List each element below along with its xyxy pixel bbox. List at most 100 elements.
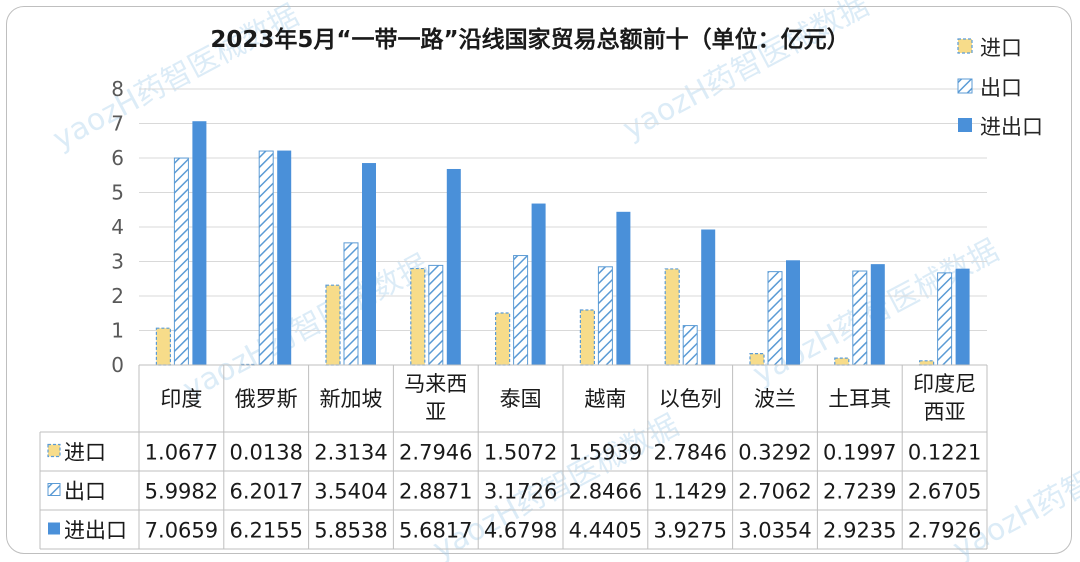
table-cell: 3.9275 <box>653 519 726 543</box>
chart-frame <box>6 6 1072 554</box>
legend-label: 出口 <box>980 76 1022 100</box>
x-category-label: 印度 <box>160 387 202 411</box>
bar-import <box>918 360 935 366</box>
bar-total <box>616 211 631 365</box>
bar-import <box>325 284 341 366</box>
bar-export <box>852 270 868 366</box>
watermark-text: yaozH药智医械数据 <box>47 0 304 157</box>
bar-total <box>362 163 376 365</box>
bar-import <box>834 357 850 366</box>
y-tick-label: 6 <box>111 146 124 170</box>
chart-title: 2023年5月“一带一路”沿线国家贸易总额前十（单位：亿元） <box>210 26 849 53</box>
table-row-swatch <box>48 522 60 535</box>
y-tick-label: 5 <box>111 181 124 205</box>
bar-import <box>495 312 511 366</box>
table-row-swatch <box>47 443 61 458</box>
table-cell: 6.2017 <box>229 480 302 504</box>
bar-import <box>664 268 680 366</box>
y-tick-label: 7 <box>111 112 124 136</box>
table-cell: 3.0354 <box>738 519 811 543</box>
bar-export <box>428 264 444 366</box>
watermark-text: yaozH药智医械数据 <box>177 248 434 407</box>
bar-total <box>701 229 716 365</box>
table-cell: 1.1429 <box>653 480 726 504</box>
x-category-label: 俄罗斯 <box>235 387 298 411</box>
table-cell: 3.1726 <box>484 480 557 504</box>
x-category-label: 土耳其 <box>828 387 891 411</box>
legend-swatch <box>958 118 972 132</box>
bar-export <box>173 157 189 366</box>
bar-import <box>155 327 171 366</box>
watermark-text: yaozH药智医械数据 <box>617 0 874 147</box>
table-cell: 5.8538 <box>314 519 387 543</box>
bar-total <box>192 121 207 366</box>
y-tick-label: 2 <box>111 284 124 308</box>
table-cell: 2.7239 <box>823 480 896 504</box>
table-row-label: 进出口 <box>64 519 127 543</box>
y-tick-label: 8 <box>111 77 124 101</box>
x-category-label: 亚 <box>425 400 446 424</box>
bar-import <box>579 309 596 366</box>
x-category-label: 波兰 <box>754 387 796 411</box>
bar-total <box>277 150 292 365</box>
bar-import <box>410 267 426 366</box>
bar-export <box>258 150 274 366</box>
table-cell: 1.0677 <box>145 441 218 465</box>
table-cell: 0.0138 <box>229 441 302 465</box>
y-tick-label: 1 <box>111 319 124 343</box>
bar-total <box>786 260 800 365</box>
legend-swatch <box>957 78 973 94</box>
table-cell: 2.3134 <box>314 441 387 465</box>
legend-label: 进出口 <box>980 115 1043 139</box>
legend-swatch <box>957 38 973 54</box>
bar-total <box>870 264 885 365</box>
table-cell: 1.5939 <box>569 441 642 465</box>
y-tick-label: 0 <box>111 353 124 377</box>
bar-export <box>597 266 613 366</box>
table-row-swatch <box>47 483 61 496</box>
table-cell: 7.0659 <box>145 519 218 543</box>
bar-export <box>767 271 783 366</box>
legend-label: 进口 <box>980 36 1022 60</box>
bar-export <box>513 255 529 366</box>
bar-export <box>343 242 359 366</box>
table-cell: 2.9235 <box>823 519 896 543</box>
x-category-label: 新加坡 <box>320 387 383 411</box>
x-category-label: 以色列 <box>659 387 722 411</box>
bar-export <box>937 272 953 366</box>
table-cell: 2.7926 <box>908 519 981 543</box>
table-cell: 0.3292 <box>738 441 811 465</box>
y-tick-label: 4 <box>111 215 124 239</box>
bar-total <box>955 268 970 365</box>
table-cell: 3.5404 <box>314 480 387 504</box>
table-cell: 2.6705 <box>908 480 981 504</box>
x-category-label: 印度尼 <box>913 372 976 396</box>
table-cell: 4.4405 <box>569 519 642 543</box>
table-cell: 1.5072 <box>484 441 557 465</box>
table-cell: 5.6817 <box>399 519 472 543</box>
x-category-label: 马来西 <box>404 372 467 396</box>
table-cell: 2.8466 <box>569 480 642 504</box>
y-tick-label: 3 <box>111 250 124 274</box>
x-category-label: 越南 <box>584 387 626 411</box>
table-cell: 2.7846 <box>653 441 726 465</box>
bar-total <box>446 168 461 365</box>
table-cell: 0.1221 <box>908 441 981 465</box>
table-cell: 2.8871 <box>399 480 472 504</box>
table-cell: 5.9982 <box>145 480 218 504</box>
table-cell: 2.7946 <box>399 441 472 465</box>
y-axis-ticks: 0 1 2 3 4 5 6 7 8 <box>111 77 124 377</box>
bar-total <box>531 203 546 365</box>
table-row-label: 进口 <box>64 441 106 465</box>
x-category-label: 泰国 <box>500 387 542 411</box>
table-cell: 6.2155 <box>229 519 302 543</box>
x-category-label: 西亚 <box>924 400 966 424</box>
bar-import <box>749 353 765 366</box>
table-cell: 4.6798 <box>484 519 557 543</box>
table-cell: 0.1997 <box>823 441 896 465</box>
bar-export <box>682 325 698 366</box>
table-row-label: 出口 <box>64 480 106 504</box>
